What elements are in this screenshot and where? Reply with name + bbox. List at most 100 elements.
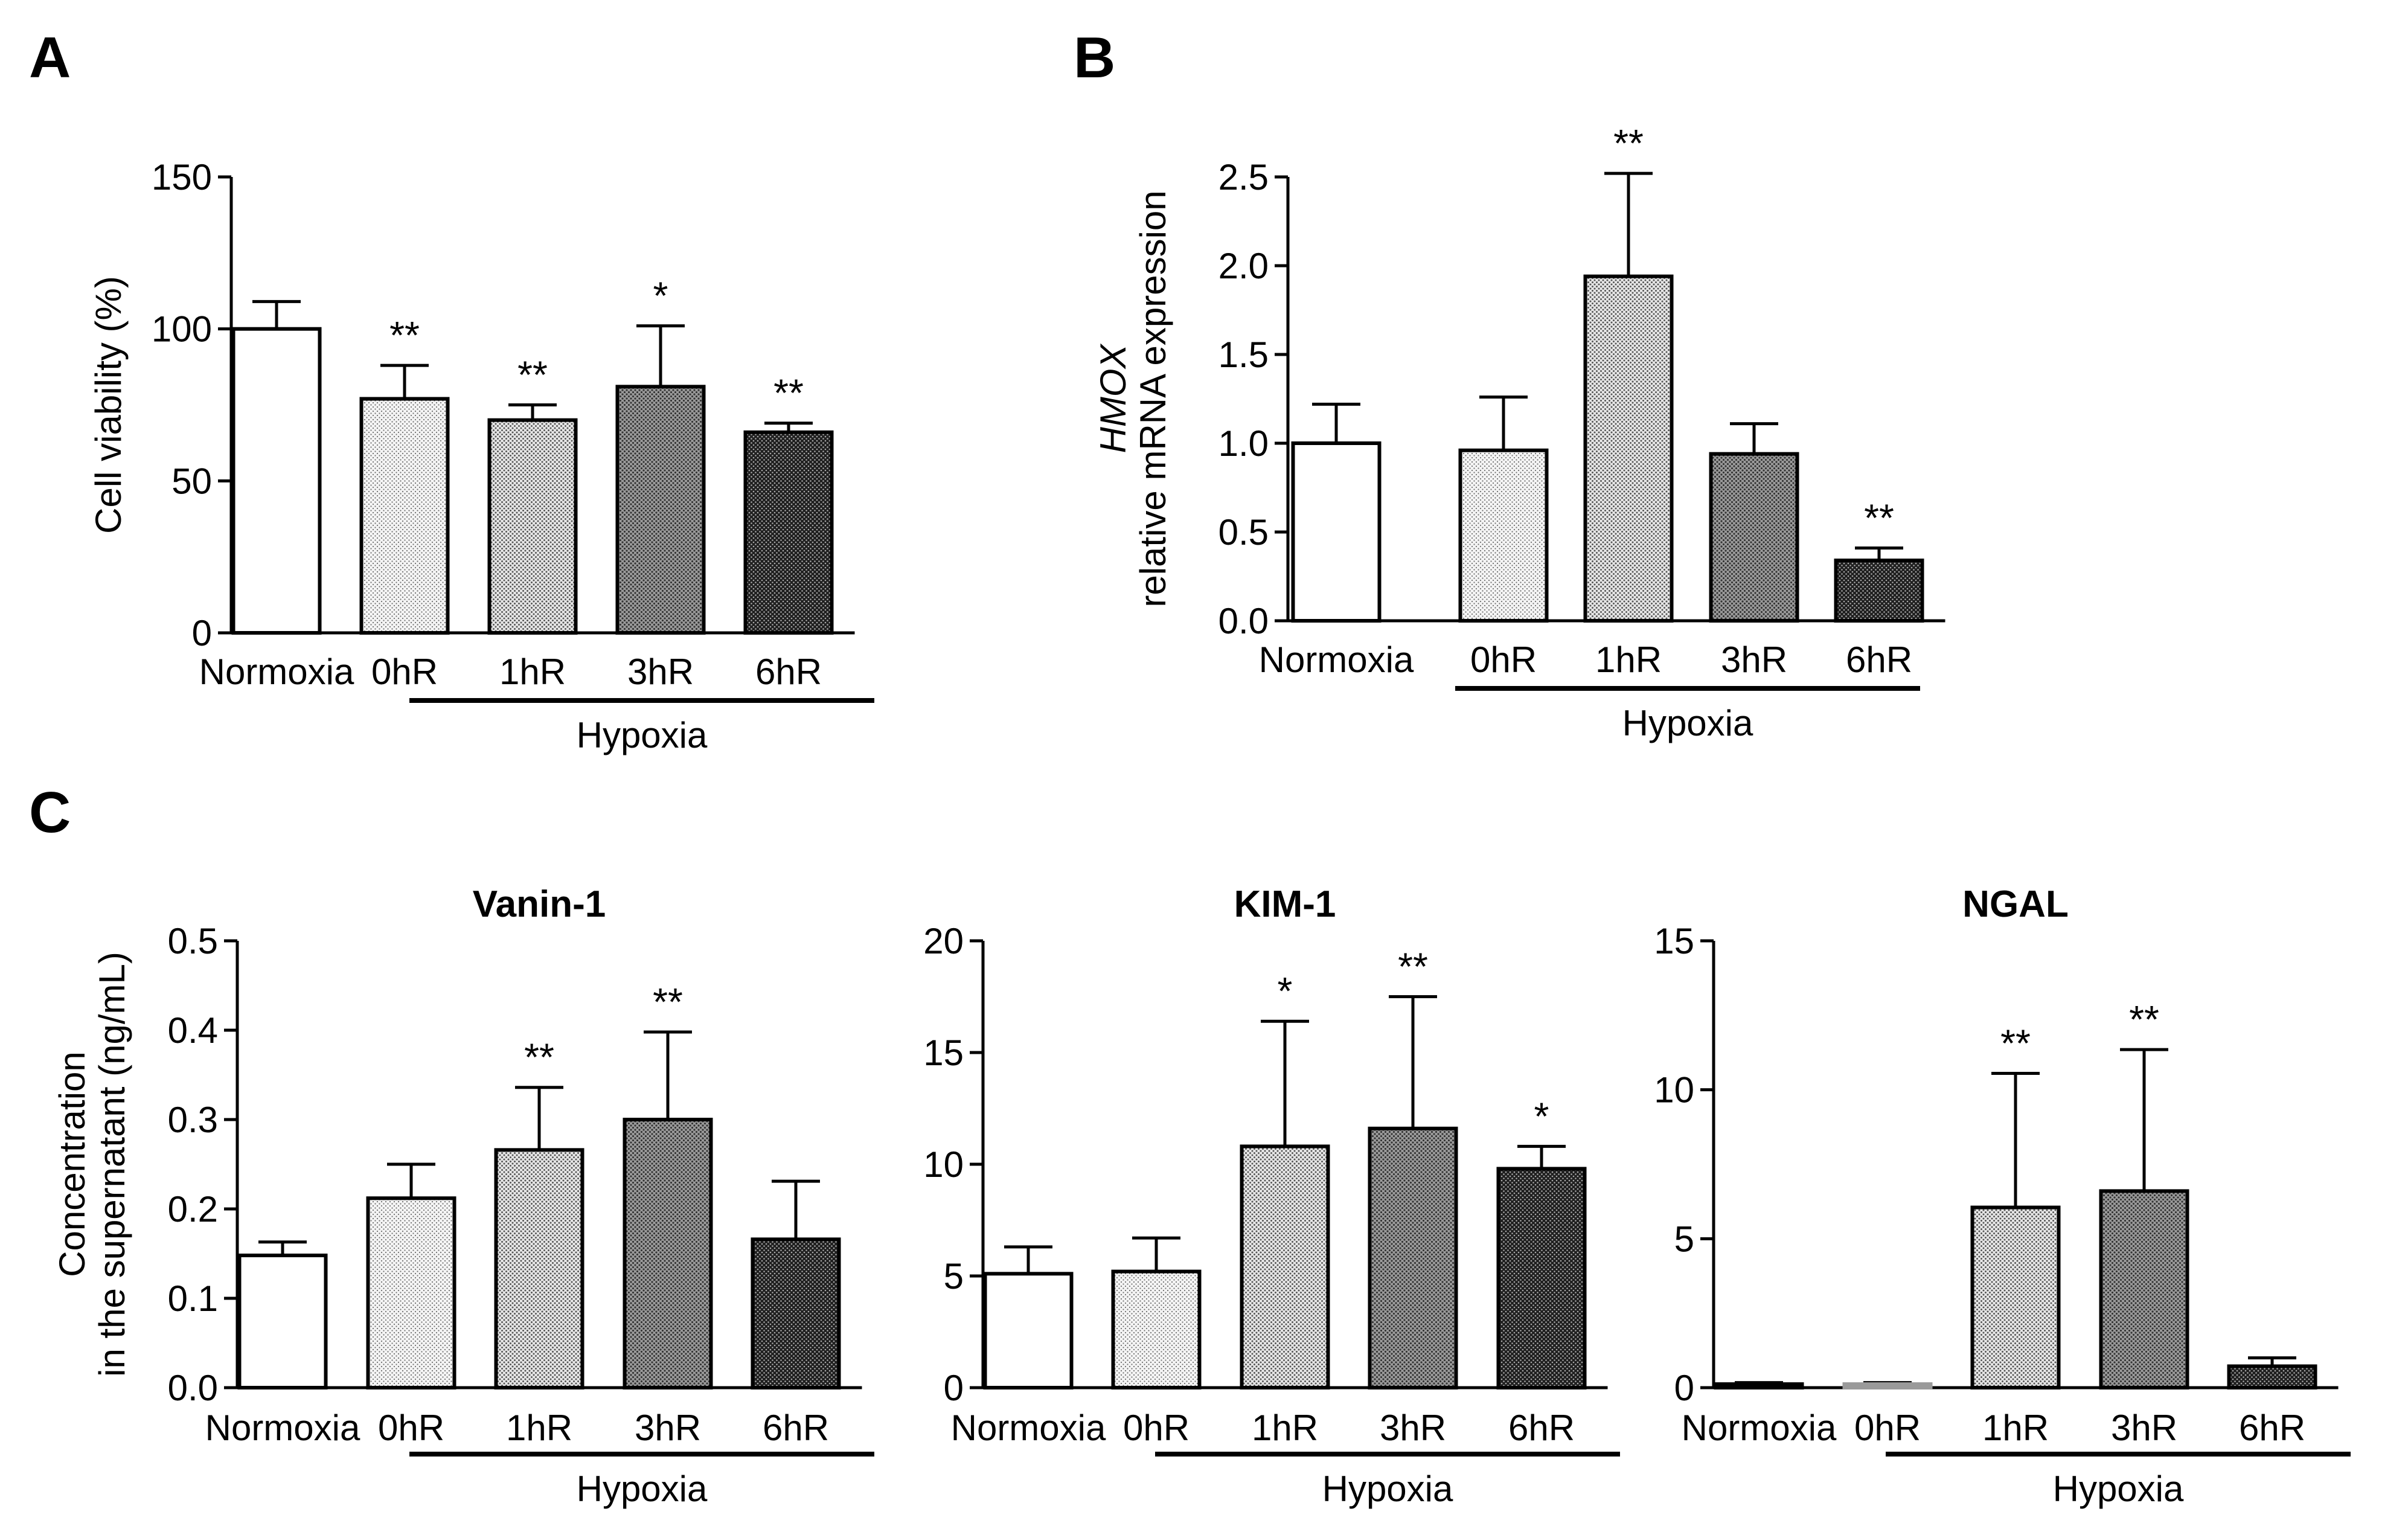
significance-marker: ** (2129, 998, 2159, 1041)
bar-3hr (623, 1118, 713, 1389)
bar-1hr (494, 1148, 584, 1389)
y-tick-label: 0 (944, 1368, 964, 1408)
category-label: 0hR (1854, 1408, 1921, 1448)
bar-3hr (1709, 452, 1799, 623)
category-label: 6hR (755, 652, 822, 692)
bar-0hr (1842, 1382, 1933, 1390)
y-tick-label: 0.5 (168, 921, 218, 961)
chart-title: NGAL (1962, 883, 2069, 925)
category-label: 0hR (1470, 639, 1537, 680)
category-label: Normoxia (205, 1408, 360, 1448)
significance-marker: ** (524, 1036, 554, 1079)
significance-marker: ** (2000, 1022, 2031, 1065)
y-tick-label: 100 (152, 309, 212, 350)
category-label: 1hR (1595, 639, 1662, 680)
category-label: 3hR (627, 652, 694, 692)
y-tick-label: 2.5 (1218, 157, 1269, 197)
y-tick-label: 0 (192, 613, 212, 653)
y-axis-label-gene: HMOX (1093, 344, 1133, 454)
panel-letter-b: B (1074, 25, 1115, 90)
y-axis-label: relative mRNA expression (1133, 190, 1173, 607)
panel-letter-c: C (29, 780, 71, 845)
group-label: Hypoxia (577, 1469, 708, 1509)
group-label: Hypoxia (1622, 703, 1753, 743)
y-tick-label: 50 (171, 461, 212, 501)
bar-3hr (1368, 1126, 1458, 1390)
category-label: 1hR (499, 652, 566, 692)
category-label: 3hR (1721, 639, 1787, 680)
bar-normoxia (1291, 441, 1382, 623)
y-axis-label-line2: in the supernatant (ng/mL) (92, 952, 132, 1377)
category-label: 6hR (763, 1408, 829, 1448)
charts-container: 050100150Normoxia**0hR**1hR*3hR**6hRHypo… (52, 121, 2351, 1509)
bar-normoxia (1714, 1382, 1804, 1390)
bar-6hr (743, 430, 834, 635)
chart-c-kim1: 0 5 10 15 20 Normoxia 0hR * 1hR ** 3hR * 6hR Hypoxia K… (923, 883, 1620, 1509)
chart-title: KIM-1 (1234, 883, 1336, 925)
category-label: 1hR (506, 1408, 572, 1448)
bar-1hr (1970, 1205, 2061, 1389)
bar-1hr (487, 418, 578, 635)
significance-marker: * (1278, 969, 1293, 1013)
y-axis-label: Concentration (52, 1051, 92, 1277)
significance-marker: ** (389, 313, 420, 357)
significance-marker: ** (1613, 121, 1644, 165)
category-label: 3hR (635, 1408, 701, 1448)
significance-marker: ** (1398, 945, 1428, 989)
y-tick-label: 0.4 (168, 1010, 218, 1051)
category-label: 1hR (1982, 1408, 2049, 1448)
y-tick-label: 0.0 (168, 1368, 218, 1408)
y-tick-label: 15 (1654, 921, 1694, 961)
category-label: Normoxia (1259, 639, 1414, 680)
bar-1hr (1583, 274, 1674, 623)
y-tick-label: 2.0 (1218, 246, 1269, 286)
significance-marker: ** (773, 371, 804, 415)
bar-3hr (615, 385, 706, 635)
category-label: 6hR (2239, 1408, 2305, 1448)
category-label: 3hR (1380, 1408, 1446, 1448)
group-label: Hypoxia (1322, 1469, 1453, 1509)
y-tick-label: 15 (923, 1033, 964, 1073)
panel-letter-a: A (29, 25, 71, 90)
category-label: 0hR (371, 652, 438, 692)
y-tick-label: 0.5 (1218, 512, 1269, 553)
group-label: Hypoxia (2053, 1469, 2184, 1509)
significance-marker: ** (517, 353, 548, 397)
significance-marker: * (653, 274, 668, 318)
category-label: 0hR (1123, 1408, 1190, 1448)
category-label: Normoxia (951, 1408, 1106, 1448)
significance-marker: ** (653, 980, 683, 1024)
y-tick-label: 0.0 (1218, 601, 1269, 641)
y-tick-label: 10 (1654, 1070, 1694, 1111)
group-label: Hypoxia (577, 715, 708, 755)
bar-6hr (1496, 1167, 1587, 1390)
significance-marker: * (1534, 1094, 1549, 1138)
category-label: 6hR (1508, 1408, 1575, 1448)
y-tick-label: 0.3 (168, 1100, 218, 1140)
bar-6hr (2227, 1364, 2317, 1389)
chart-title: Vanin-1 (473, 883, 606, 925)
y-tick-label: 20 (923, 921, 964, 961)
y-tick-label: 0.2 (168, 1189, 218, 1229)
y-tick-label: 5 (1674, 1219, 1694, 1259)
y-tick-label: 1.0 (1218, 423, 1269, 464)
significance-marker: ** (1864, 496, 1894, 539)
bar-0hr (366, 1196, 456, 1389)
category-label: 6hR (1846, 639, 1912, 680)
chart-b: 0.0 0.5 1.0 1.5 2.0 2.5 Normoxia 0hR ** 1hR 3hR ** 6… (1093, 121, 1945, 743)
bar-1hr (1240, 1144, 1330, 1390)
bar-0hr (1111, 1269, 1202, 1390)
y-tick-label: 0.1 (168, 1278, 218, 1319)
category-label: 3hR (2111, 1408, 2177, 1448)
y-tick-label: 1.5 (1218, 335, 1269, 375)
y-tick-label: 10 (923, 1144, 964, 1185)
bar-0hr (1458, 448, 1549, 623)
bar-normoxia (237, 1253, 328, 1389)
bar-0hr (359, 397, 450, 635)
y-tick-label: 0 (1674, 1368, 1694, 1408)
bar-6hr (751, 1237, 841, 1390)
chart-c-ngal: 0 5 10 15 Normoxia 0hR ** 1hR ** 3hR 6hR Hypoxia NGA… (1654, 883, 2351, 1509)
category-label: Normoxia (199, 652, 354, 692)
y-tick-label: 150 (152, 157, 212, 197)
